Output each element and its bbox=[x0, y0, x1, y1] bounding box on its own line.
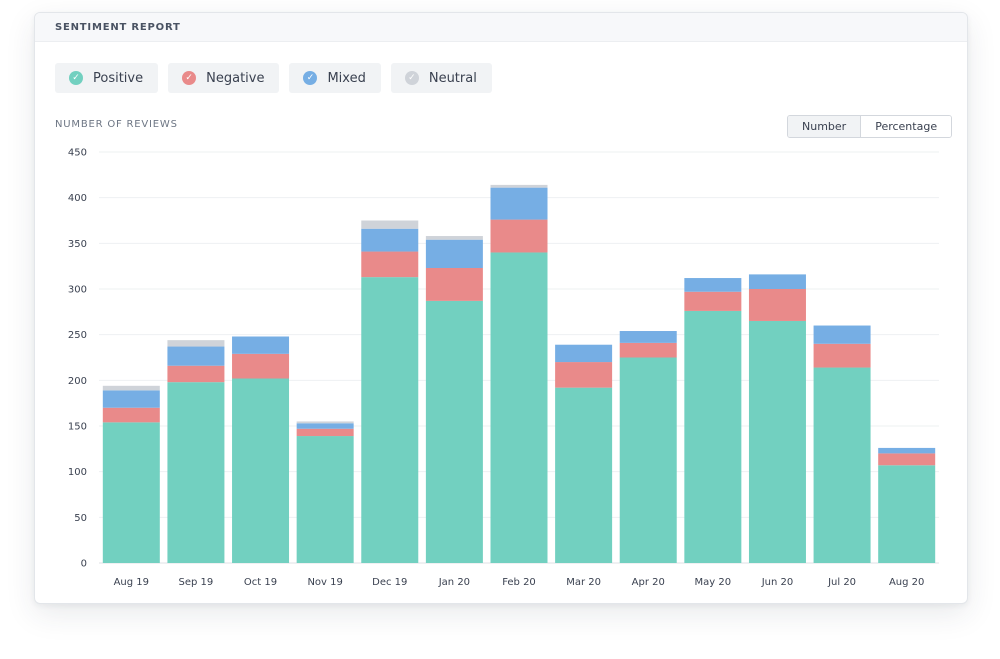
bar-segment-positive bbox=[232, 378, 290, 563]
bar-segment-neutral bbox=[296, 421, 354, 424]
legend: ✓ Positive ✓ Negative ✓ Mixed ✓ Neutral bbox=[55, 63, 492, 93]
y-tick-label: 450 bbox=[68, 148, 87, 159]
bar-segment-mixed bbox=[748, 274, 806, 289]
x-tick-label: Feb 20 bbox=[502, 577, 536, 588]
bar-segment-negative bbox=[102, 407, 160, 423]
bar-segment-mixed bbox=[102, 390, 160, 408]
bar-segment-neutral bbox=[361, 220, 419, 229]
x-tick-label: Mar 20 bbox=[566, 577, 601, 588]
bar-segment-mixed bbox=[232, 336, 290, 354]
x-tick-label: Jun 20 bbox=[761, 577, 794, 588]
bar-segment-negative bbox=[619, 342, 677, 358]
bar-segment-mixed bbox=[425, 239, 483, 268]
x-tick-label: Aug 20 bbox=[889, 577, 924, 588]
bar-segment-positive bbox=[296, 436, 354, 563]
bar-segment-mixed bbox=[296, 423, 354, 429]
x-tick-label: Sep 19 bbox=[179, 577, 214, 588]
legend-label: Neutral bbox=[428, 70, 477, 86]
x-tick-label: May 20 bbox=[695, 577, 732, 588]
bar-segment-negative bbox=[232, 353, 290, 379]
x-tick-label: Apr 20 bbox=[632, 577, 665, 588]
bar-segment-mixed bbox=[555, 344, 613, 363]
y-tick-label: 350 bbox=[68, 239, 87, 250]
y-tick-label: 0 bbox=[81, 559, 87, 570]
bar-segment-negative bbox=[296, 428, 354, 437]
check-icon: ✓ bbox=[404, 71, 419, 85]
bar-segment-mixed bbox=[619, 331, 677, 343]
bar-segment-negative bbox=[878, 453, 936, 466]
check-icon: ✓ bbox=[182, 71, 197, 85]
number-percentage-toggle: Number Percentage bbox=[787, 115, 953, 138]
bar-segment-mixed bbox=[361, 228, 419, 252]
bar-segment-negative bbox=[748, 289, 806, 321]
stacked-bar-chart: 0 50 100 150 200 250 300 350 400 450 Aug 19 Sep 19 O… bbox=[68, 148, 939, 588]
bar-segment-neutral bbox=[102, 385, 160, 391]
bar-segment-mixed bbox=[490, 187, 548, 220]
bar-segment-mixed bbox=[167, 346, 225, 366]
bar-segment-positive bbox=[490, 252, 548, 563]
x-tick-label: Oct 19 bbox=[244, 577, 277, 588]
sentiment-report-card: SENTIMENT REPORT ✓ Positive ✓ Negative ✓… bbox=[34, 12, 968, 604]
bar-segment-positive bbox=[748, 320, 806, 563]
bar-segment-positive bbox=[102, 422, 160, 563]
bar-segment-negative bbox=[490, 219, 548, 253]
report-title: SENTIMENT REPORT bbox=[55, 21, 181, 33]
y-tick-label: 300 bbox=[68, 285, 87, 296]
bar-segment-positive bbox=[813, 367, 871, 563]
bar-segment-negative bbox=[555, 362, 613, 388]
y-tick-label: 200 bbox=[68, 376, 87, 387]
card-header: SENTIMENT REPORT bbox=[35, 13, 967, 42]
legend-label: Negative bbox=[206, 70, 265, 86]
bar-segment-positive bbox=[619, 357, 677, 563]
check-icon: ✓ bbox=[69, 71, 83, 85]
bar-segment-negative bbox=[684, 291, 742, 311]
y-tick-label: 250 bbox=[68, 330, 87, 341]
y-tick-label: 400 bbox=[68, 193, 87, 204]
legend-label: Positive bbox=[93, 70, 144, 86]
bar-segment-mixed bbox=[813, 325, 871, 344]
x-tick-label: Jul 20 bbox=[827, 577, 856, 588]
legend-chip-negative[interactable]: ✓ Negative bbox=[168, 63, 280, 93]
bar-segment-positive bbox=[167, 382, 225, 563]
y-tick-label: 50 bbox=[74, 513, 87, 524]
number-toggle-button[interactable]: Number bbox=[788, 116, 862, 137]
legend-chip-neutral[interactable]: ✓ Neutral bbox=[390, 63, 492, 93]
bar-segment-neutral bbox=[490, 184, 548, 188]
bar-segment-neutral bbox=[167, 340, 225, 347]
y-tick-label: 100 bbox=[68, 467, 87, 478]
x-tick-label: Dec 19 bbox=[372, 577, 407, 588]
bar-segment-mixed bbox=[878, 447, 936, 454]
percentage-toggle-button[interactable]: Percentage bbox=[861, 116, 952, 137]
bar-segment-mixed bbox=[684, 278, 742, 292]
check-icon: ✓ bbox=[303, 71, 318, 85]
legend-chip-positive[interactable]: ✓ Positive bbox=[55, 63, 159, 93]
bar-segment-positive bbox=[684, 310, 742, 563]
bar-segment-neutral bbox=[425, 236, 483, 240]
legend-label: Mixed bbox=[327, 70, 366, 86]
y-tick-label: 150 bbox=[68, 422, 87, 433]
legend-chip-mixed[interactable]: ✓ Mixed bbox=[289, 63, 381, 93]
y-axis-title: NUMBER OF REVIEWS bbox=[55, 119, 178, 130]
bar-segment-negative bbox=[361, 251, 419, 278]
bar-segment-positive bbox=[361, 277, 419, 563]
bar-segment-positive bbox=[425, 300, 483, 563]
x-tick-label: Nov 19 bbox=[307, 577, 342, 588]
x-tick-label: Jan 20 bbox=[438, 577, 470, 588]
bar-segment-positive bbox=[878, 465, 936, 563]
bar-segment-negative bbox=[813, 343, 871, 368]
bar-segment-negative bbox=[167, 365, 225, 383]
bar-segment-positive bbox=[555, 387, 613, 563]
x-tick-label: Aug 19 bbox=[114, 577, 149, 588]
bar-segment-negative bbox=[425, 267, 483, 301]
